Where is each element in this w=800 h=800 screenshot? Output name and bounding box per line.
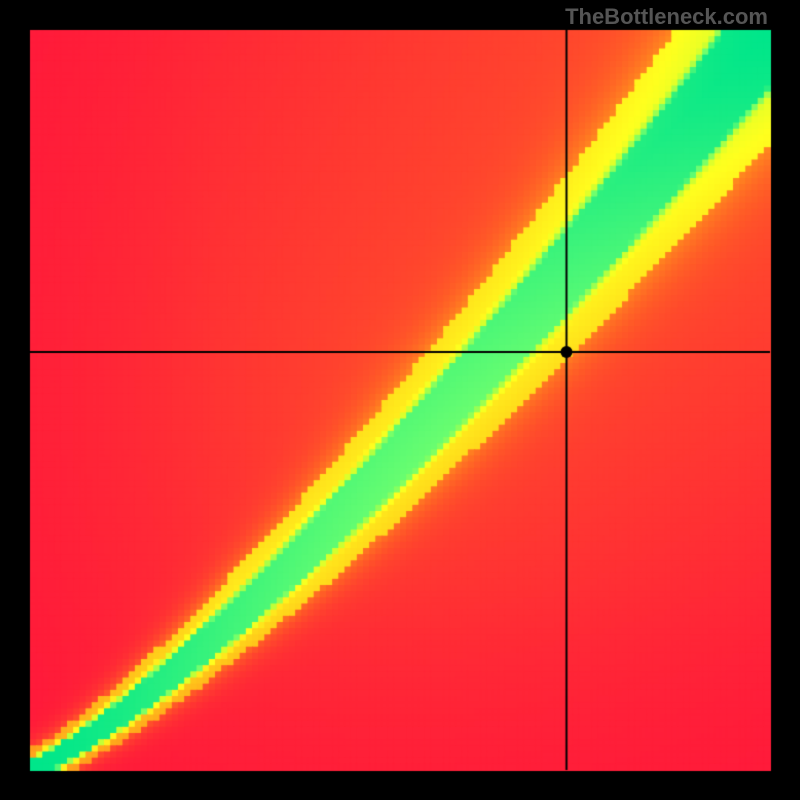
- chart-container: TheBottleneck.com: [0, 0, 800, 800]
- heatmap-canvas: [0, 0, 800, 800]
- watermark-label: TheBottleneck.com: [565, 4, 768, 30]
